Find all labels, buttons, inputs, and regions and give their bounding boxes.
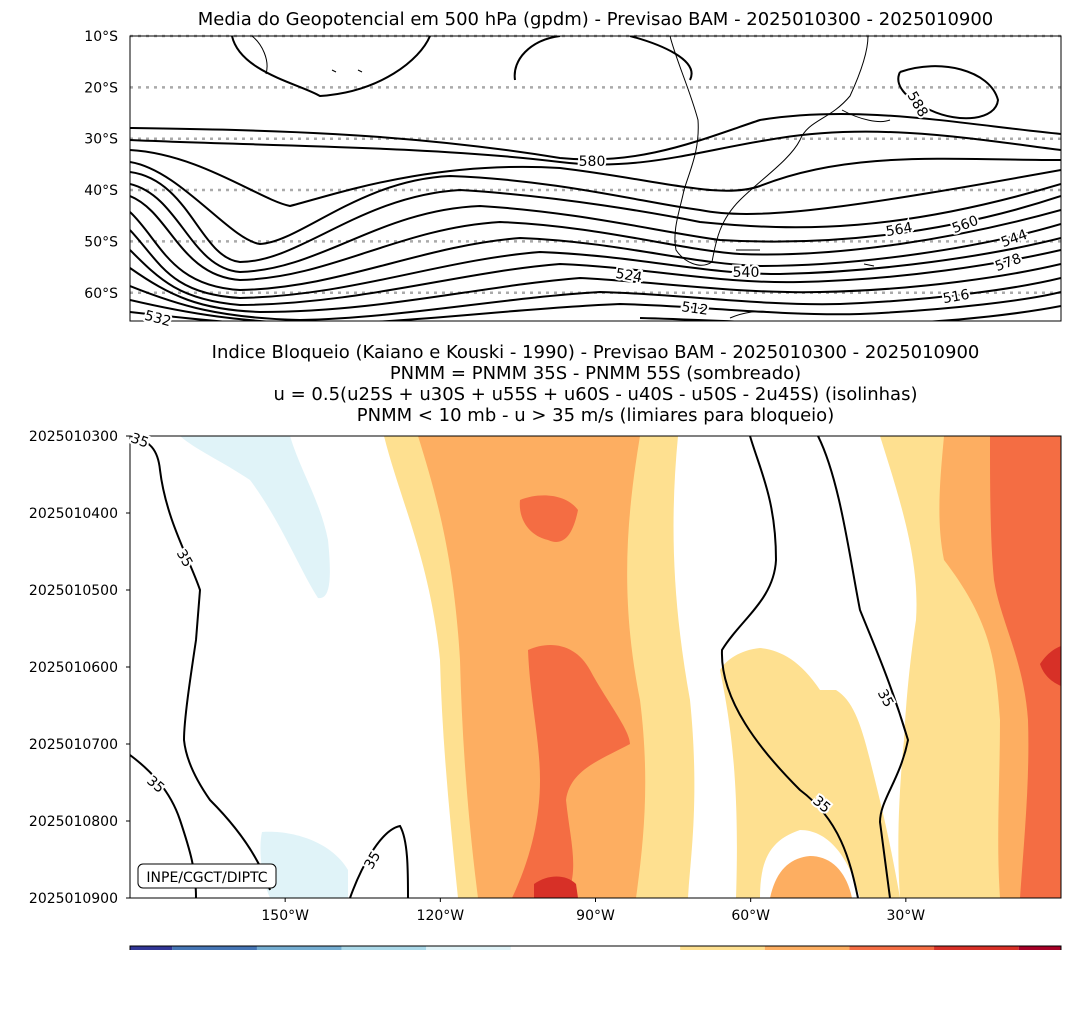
hovmoller-title-line: PNMM = PNMM 35S - PNMM 55S (sombreado): [389, 363, 802, 384]
contour-line: [130, 291, 1061, 321]
colorbar: [129, 945, 1062, 950]
shade-band-light-blue: [260, 831, 348, 898]
contour-line: [130, 229, 1061, 300]
annotation-box: INPE/CGCT/DIPTC: [137, 863, 277, 889]
contour-line: [130, 249, 1061, 307]
contour-line: [130, 277, 1061, 321]
hovmoller-title-line: Indice Bloqueio (Kaiano e Kouski - 1990)…: [211, 342, 980, 363]
shade-band-red-orange: [990, 436, 1061, 898]
isoline-35: [130, 436, 271, 891]
colorbar-segment: [680, 946, 765, 950]
colorbar-segment: [172, 946, 257, 950]
contour-label: 516: [942, 287, 971, 307]
hovmoller-title-line: u = 0.5(u25S + u30S + u55S + u60S - u40S…: [273, 384, 918, 405]
lat-tick-label: 40°S: [84, 183, 118, 199]
lon-tick-label: 150°W: [261, 908, 309, 924]
blocking-index-plot: 2025010300 2025010400 2025010500 2025010600…: [29, 428, 1062, 950]
geopotential-map: 10°S 20°S 30°S 40°S 50°S 60°S 580 588 564 560 544…: [84, 29, 1062, 330]
contour-line: [513, 36, 693, 81]
colorbar-segment: [256, 946, 342, 950]
shade-band-red-orange: [519, 495, 578, 542]
map-latitude-ticks: 10°S 20°S 30°S 40°S 50°S 60°S: [84, 29, 118, 302]
date-tick-label: 2025010500: [29, 583, 118, 599]
date-tick-label: 2025010900: [29, 891, 118, 907]
lat-tick-label: 10°S: [84, 29, 118, 45]
contour-label: 588: [904, 89, 931, 120]
hovmoller-title: Indice Bloqueio (Kaiano e Kouski - 1990)…: [130, 342, 1061, 426]
colorbar-segment: [849, 946, 935, 950]
colorbar-frame: [129, 945, 1062, 950]
contour-line: [130, 161, 1061, 246]
coastlines: [147, 36, 891, 319]
coastline-islands: [147, 36, 875, 267]
date-tick-label: 2025010300: [29, 429, 118, 445]
contour-label: 524: [614, 266, 643, 286]
contour-label: 512: [681, 299, 710, 319]
shade-band-light-blue: [180, 436, 330, 599]
contour-label: 560: [950, 213, 981, 237]
contour-line: [231, 36, 431, 98]
shade-band-red-orange: [512, 644, 630, 898]
colorbar-segment: [426, 946, 511, 950]
contour-line: [130, 149, 1061, 208]
date-tick-label: 2025010400: [29, 506, 118, 522]
lon-tick-label: 90°W: [576, 908, 615, 924]
contour-line: [130, 263, 1061, 314]
colorbar-segment: [1018, 946, 1061, 950]
contour-label: 544: [999, 227, 1030, 251]
annotation-text: INPE/CGCT/DIPTC: [146, 870, 267, 886]
coastline-antarctic-peninsula: [729, 310, 771, 319]
colorbar-segment: [510, 946, 681, 950]
contour-line: [130, 113, 1061, 161]
contour-line: [897, 65, 1000, 120]
date-tick-label: 2025010700: [29, 737, 118, 753]
contour-line: [130, 183, 1061, 274]
map-title: Media do Geopotencial em 500 hPa (gpdm) …: [197, 9, 994, 30]
lat-tick-label: 60°S: [84, 286, 118, 302]
shade-band-red: [534, 876, 578, 898]
contour-label: 532: [143, 308, 173, 330]
contour-line: [130, 305, 1061, 321]
contour-line: [130, 171, 1061, 264]
u-isolines: [130, 436, 910, 898]
contour-line: [130, 211, 1061, 292]
pnmm-shading: [130, 436, 1061, 898]
contour-label: 578: [993, 251, 1024, 275]
lat-tick-label: 20°S: [84, 80, 118, 96]
date-axis-ticks: 2025010300 2025010400 2025010500 2025010600…: [29, 429, 130, 907]
coastline-south-america: [669, 36, 869, 266]
colorbar-segment: [341, 946, 427, 950]
colorbar-segment: [764, 946, 850, 950]
colorbar-segment: [934, 946, 1019, 950]
lon-tick-label: 60°W: [731, 908, 770, 924]
lat-tick-label: 30°S: [84, 132, 118, 148]
map-frame: [129, 35, 1062, 322]
isoline-35: [720, 436, 859, 898]
date-tick-label: 2025010600: [29, 660, 118, 676]
geopotential-contours: [130, 36, 1061, 321]
contour-label: 580: [579, 154, 606, 170]
contour-label: 540: [733, 265, 760, 281]
coastline-africa-tip: [841, 109, 891, 123]
contour-line: [130, 130, 1061, 166]
lon-tick-label: 30°W: [886, 908, 925, 924]
isoline-35: [349, 824, 409, 898]
isoline-35: [817, 436, 910, 898]
lon-tick-label: 120°W: [417, 908, 465, 924]
contour-label: 564: [885, 220, 914, 240]
date-tick-label: 2025010800: [29, 814, 118, 830]
longitude-axis-ticks: 150°W 120°W 90°W 60°W 30°W: [261, 898, 925, 924]
lat-tick-label: 50°S: [84, 234, 118, 250]
hovmoller-title-line: PNMM < 10 mb - u > 35 m/s (limiares para…: [356, 405, 835, 426]
colorbar-segment: [130, 946, 173, 950]
contour-line: [130, 195, 1061, 282]
shade-band-red: [1040, 646, 1061, 686]
shade-band-orange: [770, 856, 852, 898]
